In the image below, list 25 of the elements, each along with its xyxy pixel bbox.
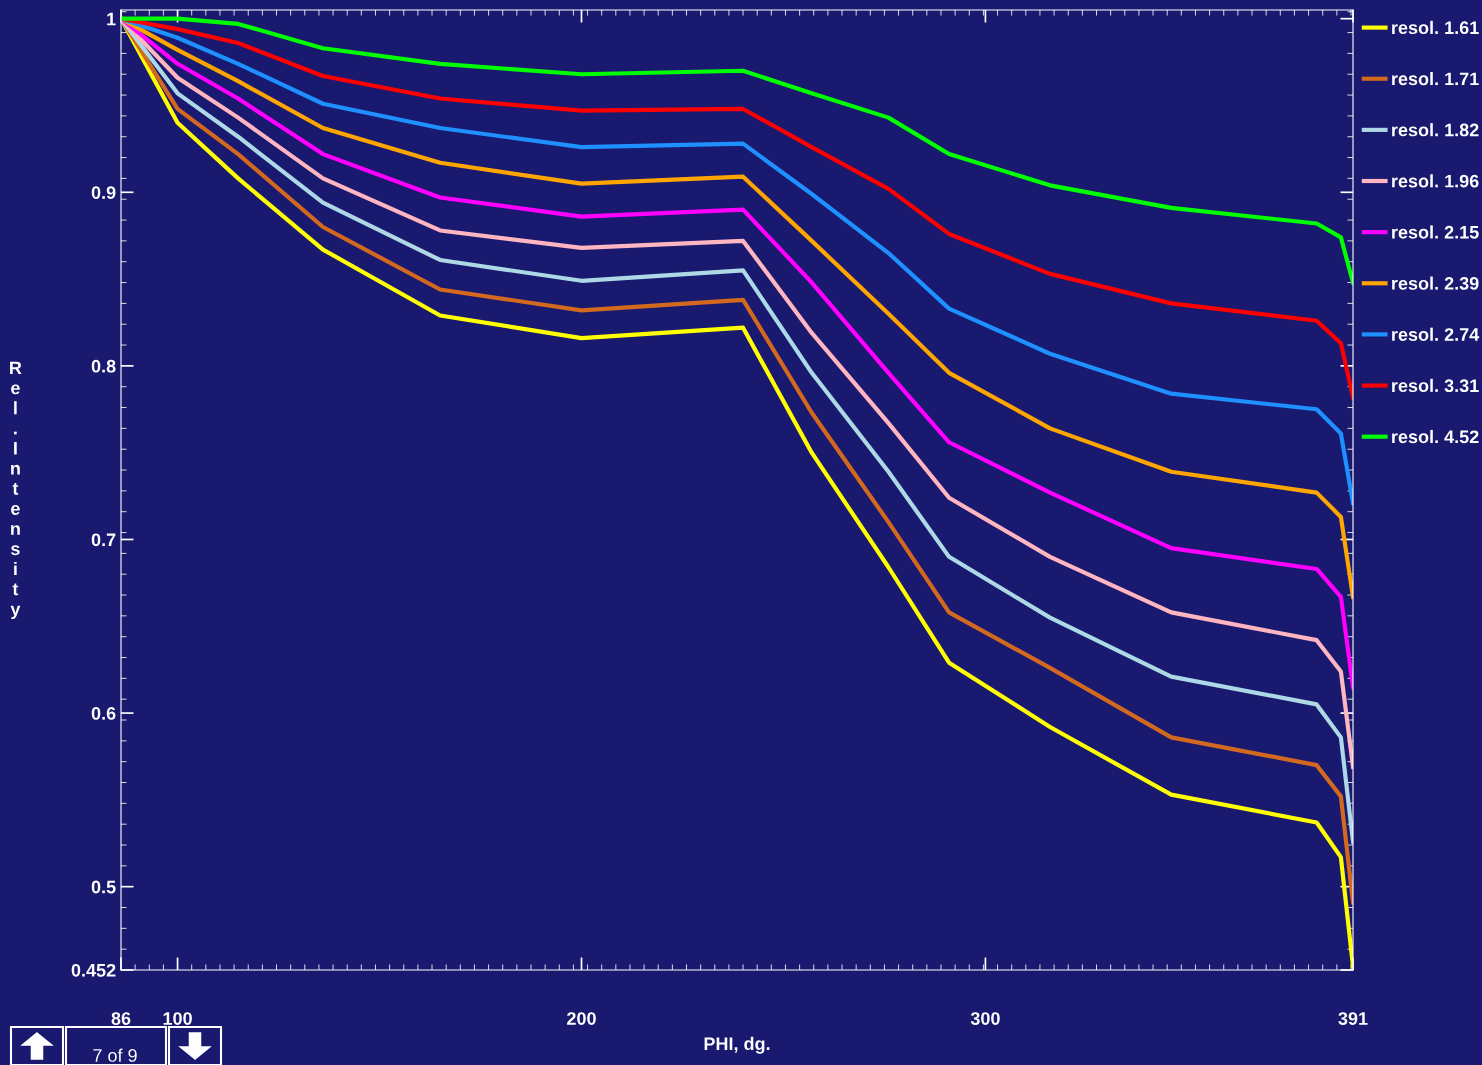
text: 7 of 9: [93, 1048, 137, 1062]
legend-label: resol. 1.82: [1392, 123, 1479, 137]
legend-label: resol. 2.74: [1392, 327, 1480, 341]
x-tick-label: 391: [1338, 1012, 1368, 1025]
line-series: [121, 16, 1353, 285]
y-tick-label: 0.9: [91, 186, 116, 199]
legend-label: resol. 2.39: [1392, 276, 1479, 290]
legend-label: resol. 4.52: [1392, 429, 1479, 444]
y-tick-label: 0.5: [91, 880, 116, 894]
x-tick-label: 200: [567, 1012, 596, 1025]
y-tick-label: 0.6: [91, 707, 116, 720]
legend-label: resol. 3.31: [1392, 378, 1479, 393]
y-tick-label: 0.452: [71, 963, 116, 977]
y-tick-label: 0.8: [91, 359, 116, 373]
text: Rel.Intensity: [10, 361, 22, 620]
x-tick-label: 86: [111, 1012, 131, 1025]
x-tick-label: 300: [970, 1012, 1000, 1025]
x-axis-title: PHI, dg.: [704, 1036, 770, 1054]
legend-label: resol. 2.15: [1392, 225, 1479, 239]
y-tick-label: 1: [107, 12, 116, 26]
x-tick-label: 100: [163, 1012, 192, 1025]
legend-label: resol. 1.71: [1392, 71, 1479, 86]
y-tick-label: 0.7: [91, 533, 116, 547]
legend-label: resol. 1.96: [1392, 174, 1479, 188]
legend-label: resol. 1.61: [1392, 20, 1479, 35]
